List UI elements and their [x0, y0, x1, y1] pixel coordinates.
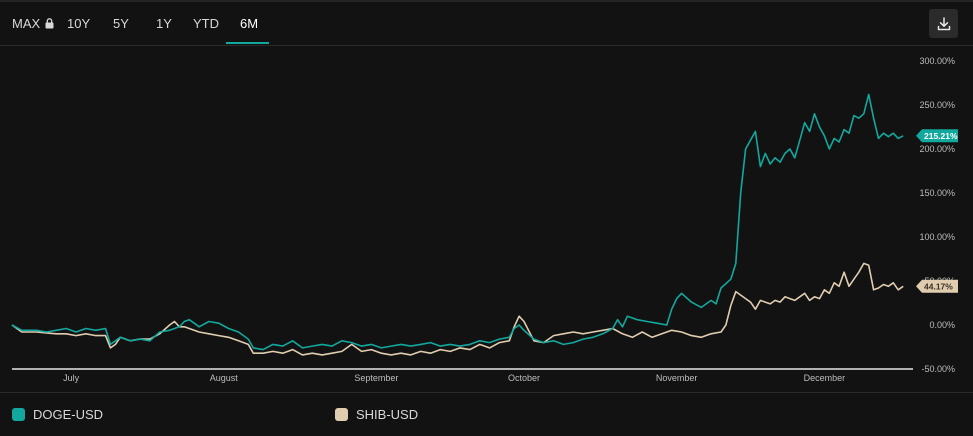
tab-1y[interactable]: 1Y	[156, 16, 172, 31]
last-value-marker-doge-usd	[916, 129, 958, 143]
x-tick-label: August	[210, 373, 239, 383]
top-border	[0, 0, 973, 2]
legend-swatch-shib	[335, 408, 348, 421]
x-tick-label: October	[508, 373, 540, 383]
active-tab-indicator	[226, 42, 269, 44]
legend-label-shib: SHIB-USD	[356, 407, 419, 422]
y-tick-label: 0.00%	[929, 320, 955, 330]
range-tabs: MAX 10Y 5Y 1Y YTD 6M	[0, 0, 973, 46]
legend-item-shib[interactable]: SHIB-USD	[335, 407, 418, 422]
y-tick-label: 250.00%	[919, 100, 955, 110]
last-value-label-doge-usd: 215.21%	[924, 131, 958, 141]
x-tick-label: July	[63, 373, 80, 383]
tab-max-label: MAX	[12, 16, 41, 31]
x-tick-label: September	[354, 373, 398, 383]
tab-5y[interactable]: 5Y	[113, 16, 129, 31]
line-chart: 300.00%250.00%200.00%150.00%100.00%50.00…	[11, 56, 958, 383]
legend-label-doge: DOGE-USD	[33, 407, 104, 422]
legend-item-doge[interactable]: DOGE-USD	[12, 407, 103, 422]
lock-icon	[45, 17, 54, 32]
series-line-shib-usd	[11, 262, 904, 356]
tab-ytd[interactable]: YTD	[193, 16, 219, 31]
y-tick-label: -50.00%	[921, 364, 955, 374]
last-value-label-shib-usd: 44.17%	[924, 281, 953, 291]
series-line-doge-usd	[11, 93, 904, 351]
x-tick-label: December	[804, 373, 846, 383]
legend: DOGE-USD SHIB-USD	[0, 392, 973, 436]
tabs-divider	[0, 45, 973, 46]
legend-swatch-doge	[12, 408, 25, 421]
last-value-marker-shib-usd	[916, 279, 958, 293]
tab-6m[interactable]: 6M	[240, 16, 259, 31]
y-tick-label: 150.00%	[919, 188, 955, 198]
tab-max[interactable]: MAX	[12, 16, 54, 32]
x-tick-label: November	[656, 373, 698, 383]
download-icon	[937, 16, 950, 30]
tab-10y[interactable]: 10Y	[67, 16, 91, 31]
y-tick-label: 100.00%	[919, 232, 955, 242]
y-tick-label: 200.00%	[919, 144, 955, 154]
download-button[interactable]	[929, 9, 958, 38]
y-tick-label: 300.00%	[919, 56, 955, 66]
